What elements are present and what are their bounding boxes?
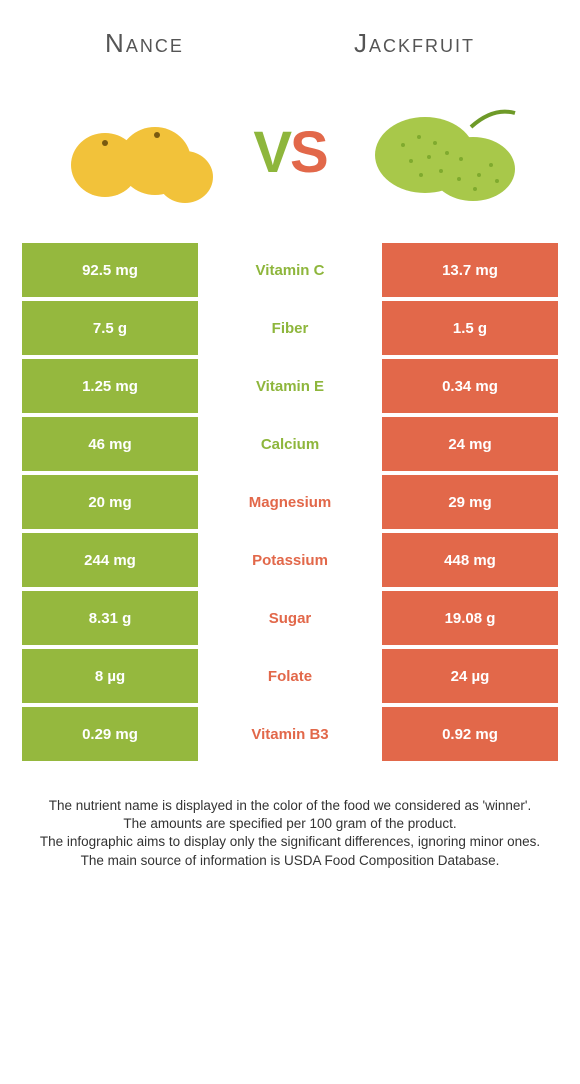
nutrient-left-value: 92.5 mg [22, 243, 198, 297]
jackfruit-illustration [363, 87, 523, 217]
nutrient-label: Fiber [202, 301, 378, 355]
left-food-title: Nance [105, 28, 184, 59]
header-row: Nance Jackfruit [0, 0, 580, 77]
nutrient-row: 20 mgMagnesium29 mg [22, 475, 558, 529]
nutrient-left-value: 1.25 mg [22, 359, 198, 413]
nutrient-label: Vitamin E [202, 359, 378, 413]
nutrient-left-value: 20 mg [22, 475, 198, 529]
nutrient-row: 0.29 mgVitamin B30.92 mg [22, 707, 558, 761]
nutrient-row: 1.25 mgVitamin E0.34 mg [22, 359, 558, 413]
nutrient-right-value: 19.08 g [382, 591, 558, 645]
nutrient-label: Magnesium [202, 475, 378, 529]
nutrient-left-value: 8.31 g [22, 591, 198, 645]
nutrient-left-value: 0.29 mg [22, 707, 198, 761]
vs-s: S [290, 120, 327, 185]
nutrient-label: Folate [202, 649, 378, 703]
footer-line-3: The infographic aims to display only the… [22, 833, 558, 851]
nutrient-right-value: 24 µg [382, 649, 558, 703]
nutrient-right-value: 24 mg [382, 417, 558, 471]
vs-label: VS [253, 119, 326, 186]
nutrient-right-value: 0.92 mg [382, 707, 558, 761]
nutrient-right-value: 448 mg [382, 533, 558, 587]
nutrient-left-value: 46 mg [22, 417, 198, 471]
footer-line-2: The amounts are specified per 100 gram o… [22, 815, 558, 833]
nutrient-left-value: 244 mg [22, 533, 198, 587]
nutrient-row: 8 µgFolate24 µg [22, 649, 558, 703]
nutrient-row: 7.5 gFiber1.5 g [22, 301, 558, 355]
nutrient-row: 8.31 gSugar19.08 g [22, 591, 558, 645]
nutrient-left-value: 8 µg [22, 649, 198, 703]
images-row: VS [0, 77, 580, 237]
nutrient-label: Potassium [202, 533, 378, 587]
nance-illustration [57, 87, 217, 217]
nutrient-label: Sugar [202, 591, 378, 645]
comparison-table: 92.5 mgVitamin C13.7 mg7.5 gFiber1.5 g1.… [22, 243, 558, 761]
nutrient-right-value: 1.5 g [382, 301, 558, 355]
nutrient-right-value: 13.7 mg [382, 243, 558, 297]
nutrient-label: Vitamin C [202, 243, 378, 297]
right-food-title: Jackfruit [354, 28, 475, 59]
vs-v: V [253, 120, 290, 185]
footer-line-4: The main source of information is USDA F… [22, 852, 558, 870]
nutrient-right-value: 29 mg [382, 475, 558, 529]
nutrient-right-value: 0.34 mg [382, 359, 558, 413]
nutrient-row: 46 mgCalcium24 mg [22, 417, 558, 471]
nutrient-row: 244 mgPotassium448 mg [22, 533, 558, 587]
nutrient-label: Calcium [202, 417, 378, 471]
nutrient-row: 92.5 mgVitamin C13.7 mg [22, 243, 558, 297]
nutrient-label: Vitamin B3 [202, 707, 378, 761]
footer-line-1: The nutrient name is displayed in the co… [22, 797, 558, 815]
nutrient-left-value: 7.5 g [22, 301, 198, 355]
footer-notes: The nutrient name is displayed in the co… [22, 797, 558, 870]
